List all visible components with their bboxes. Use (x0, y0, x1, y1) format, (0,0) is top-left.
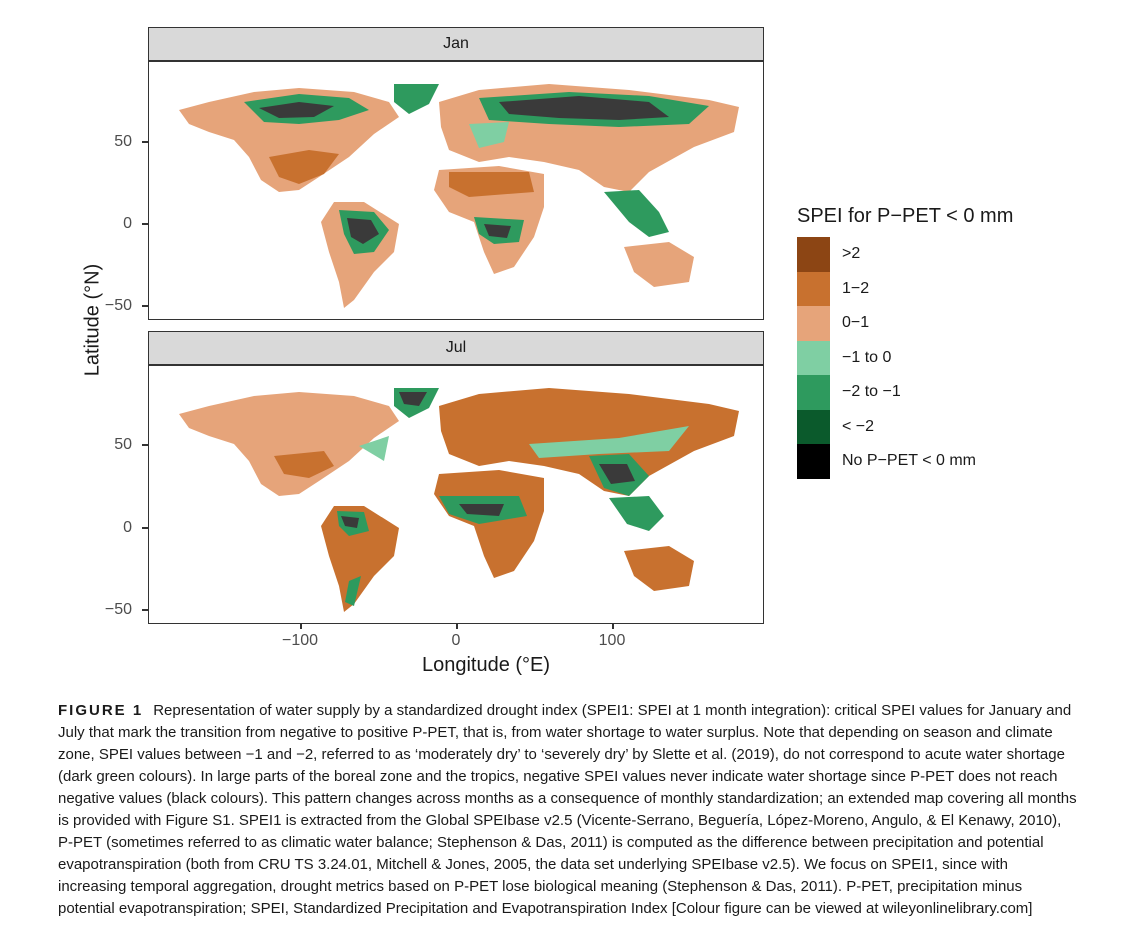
legend-swatch (797, 271, 830, 306)
europe-asia (439, 388, 739, 496)
se-asia-oceania (609, 496, 694, 591)
y-tick-label-jan-0: 0 (123, 215, 132, 232)
legend-label: −1 to 0 (842, 348, 892, 366)
y-tick-label-jul-neg50: −50 (104, 601, 132, 618)
legend-swatch (797, 340, 830, 375)
legend-label: 0−1 (842, 314, 870, 332)
greenland (394, 84, 439, 114)
x-tick-label-0: 0 (451, 632, 461, 649)
legend-items: >2 1−2 0−1 −1 to 0 −2 to −1 < −2 No P−PET < 0 … (797, 237, 1013, 479)
y-tick-mark (142, 141, 148, 143)
caption-label: FIGURE 1 (58, 702, 144, 719)
se-asia-oceania (604, 190, 694, 287)
panel-label: Jan (443, 35, 469, 52)
south-america (321, 506, 399, 612)
legend-swatch (797, 306, 830, 341)
world-map-jul (179, 388, 739, 612)
greenland (394, 388, 439, 418)
legend-label: >2 (842, 245, 861, 263)
legend-swatch (797, 375, 830, 410)
legend-title: SPEI for P−PET < 0 mm (797, 205, 1014, 227)
legend-swatch (797, 444, 830, 479)
y-axis-label: Latitude (°N) (81, 263, 104, 377)
legend: SPEI for P−PET < 0 mm >2 1−2 0−1 −1 to 0 −2 … (797, 205, 1013, 479)
south-america (321, 202, 399, 308)
map-panel-jan (148, 61, 764, 320)
world-map-jan (179, 84, 739, 308)
y-tick-mark (142, 527, 148, 529)
x-tick-label-100: 100 (598, 632, 626, 649)
y-tick-mark (142, 444, 148, 446)
figure-caption: FIGURE 1 Representation of water supply b… (58, 700, 1078, 920)
legend-item: >2 (797, 237, 1013, 272)
legend-label: < −2 (842, 417, 875, 435)
x-tick-label-neg100: −100 (281, 632, 319, 649)
legend-swatch (797, 237, 830, 272)
panel-strip-jul: Jul (148, 331, 764, 365)
legend-item: < −2 (797, 409, 1013, 444)
y-tick-mark (142, 223, 148, 225)
legend-item: 1−2 (797, 271, 1013, 306)
europe-asia (439, 84, 739, 192)
x-tick-mark (612, 623, 614, 629)
figure: Jan (81, 27, 1013, 676)
africa (434, 166, 544, 274)
y-tick-label-jan-neg50: −50 (104, 297, 132, 314)
legend-label: No P−PET < 0 mm (842, 452, 976, 470)
x-tick-mark (300, 623, 302, 629)
y-tick-label-jul-50: 50 (114, 436, 132, 453)
panel-label: Jul (445, 339, 467, 356)
legend-item: 0−1 (797, 306, 1013, 341)
legend-label: 1−2 (842, 279, 870, 297)
north-america (179, 88, 399, 192)
legend-swatch (797, 409, 830, 444)
legend-item: −2 to −1 (797, 375, 1013, 410)
x-axis-label: Longitude (°E) (421, 654, 551, 676)
y-tick-mark (142, 305, 148, 307)
y-tick-mark (142, 609, 148, 611)
map-panel-jul (148, 365, 764, 624)
legend-item: No P−PET < 0 mm (797, 444, 1013, 479)
caption-text: Representation of water supply by a stan… (58, 702, 1077, 917)
panel-strip-jan: Jan (148, 27, 764, 61)
north-america (179, 392, 399, 496)
africa (434, 470, 544, 578)
legend-label: −2 to −1 (842, 383, 901, 401)
x-tick-mark (456, 623, 458, 629)
y-tick-label-jan-50: 50 (114, 133, 132, 150)
y-tick-label-jul-0: 0 (123, 519, 132, 536)
legend-item: −1 to 0 (797, 340, 1013, 375)
